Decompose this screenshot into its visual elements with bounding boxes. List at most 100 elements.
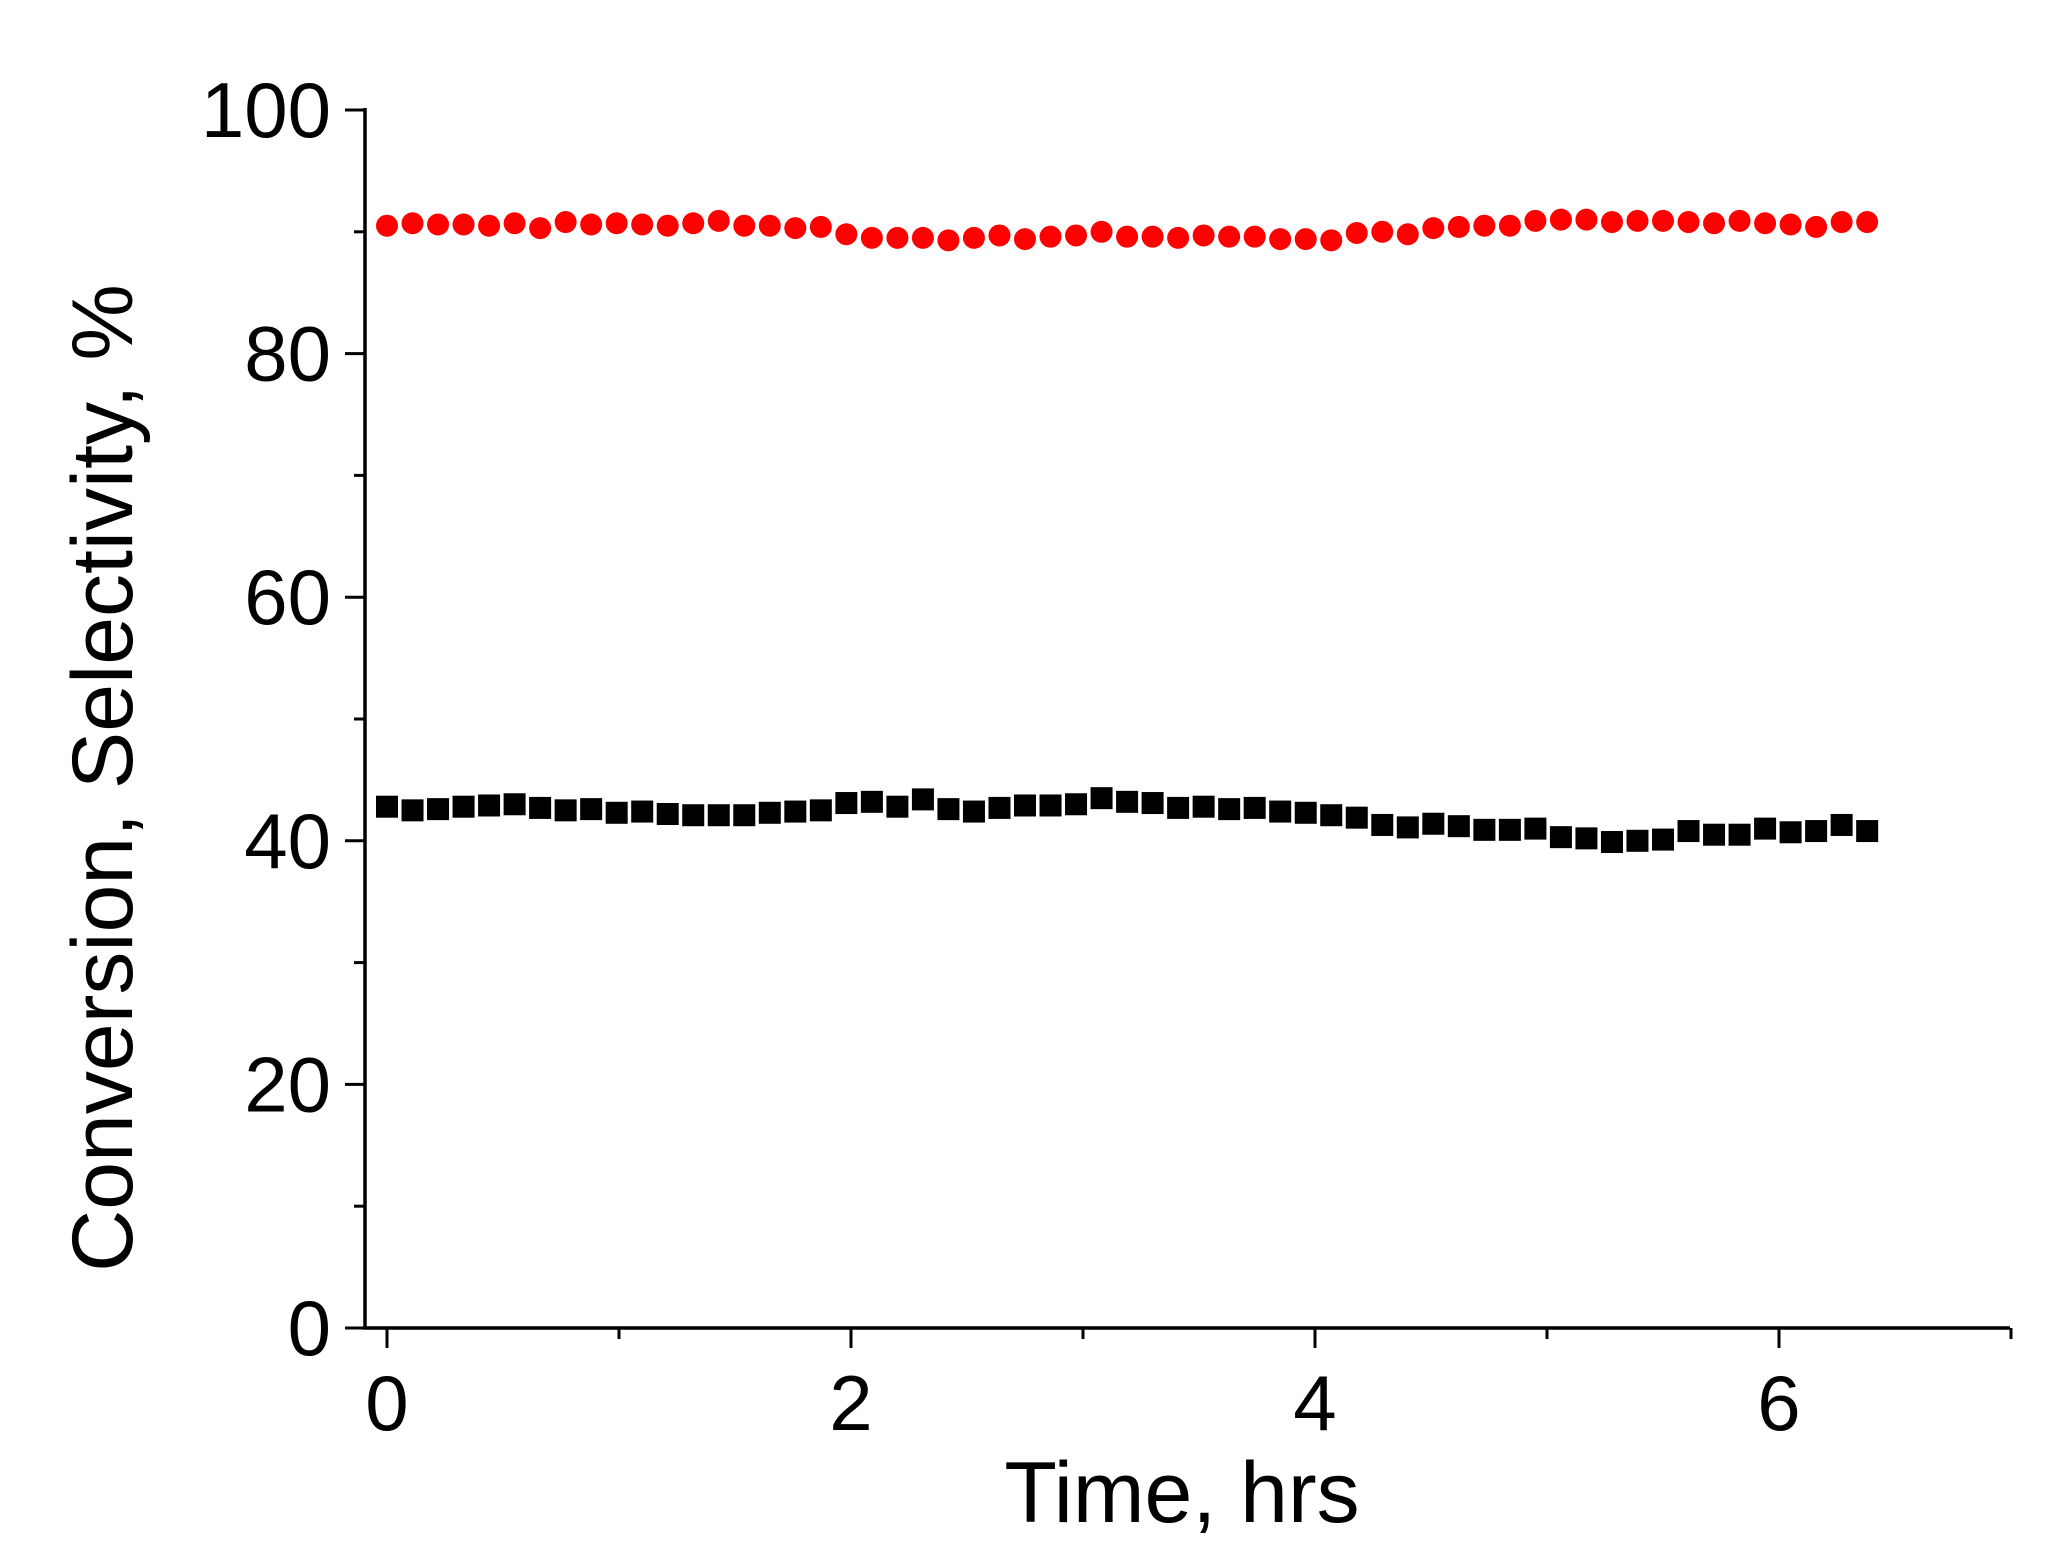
data-point bbox=[1269, 800, 1292, 823]
data-point bbox=[911, 788, 934, 811]
data-point bbox=[605, 801, 628, 824]
data-point bbox=[1218, 798, 1241, 821]
data-point bbox=[886, 226, 909, 249]
data-point bbox=[758, 801, 781, 824]
ticks bbox=[345, 108, 2013, 1348]
data-point bbox=[554, 799, 577, 822]
data-point bbox=[835, 223, 858, 246]
x-tick-label: 2 bbox=[829, 1359, 872, 1447]
y-tick-label: 40 bbox=[244, 797, 331, 885]
data-point bbox=[733, 214, 756, 237]
data-point bbox=[478, 214, 501, 237]
data-point bbox=[1856, 211, 1879, 234]
data-point bbox=[1779, 821, 1802, 844]
data-point bbox=[682, 804, 705, 827]
data-point bbox=[809, 215, 832, 238]
data-point bbox=[656, 214, 679, 237]
data-point bbox=[937, 229, 960, 252]
data-point bbox=[1754, 817, 1777, 840]
data-point bbox=[1014, 228, 1036, 251]
data-point bbox=[1422, 217, 1445, 240]
data-point bbox=[1141, 225, 1164, 248]
axes bbox=[363, 108, 2010, 1330]
data-point bbox=[503, 212, 526, 235]
y-tick-label: 60 bbox=[244, 553, 331, 641]
data-point bbox=[1524, 209, 1547, 232]
data-point bbox=[1065, 793, 1088, 816]
data-point bbox=[1243, 796, 1266, 819]
data-point bbox=[1447, 215, 1470, 238]
data-point bbox=[1677, 820, 1700, 843]
data-point bbox=[1728, 823, 1751, 846]
data-point bbox=[1830, 211, 1853, 234]
data-point bbox=[886, 795, 909, 818]
data-point bbox=[733, 804, 756, 827]
tick-labels: 0 20 40 60 80 100 0 2 4 6 bbox=[201, 66, 1801, 1447]
data-point bbox=[1447, 815, 1470, 838]
data-point bbox=[427, 798, 450, 821]
data-point bbox=[1396, 816, 1419, 839]
data-point bbox=[401, 212, 424, 235]
data-point bbox=[1728, 209, 1751, 232]
y-tick-label: 20 bbox=[244, 1040, 331, 1128]
data-point bbox=[1320, 229, 1343, 252]
data-point bbox=[1294, 801, 1317, 824]
y-tick-label: 80 bbox=[244, 310, 331, 398]
y-tick-label: 100 bbox=[201, 66, 331, 154]
data-point bbox=[605, 212, 628, 235]
data-point bbox=[1805, 215, 1828, 238]
data-point bbox=[1575, 208, 1598, 231]
data-point bbox=[376, 795, 398, 818]
data-point bbox=[631, 213, 654, 236]
data-point bbox=[1754, 212, 1777, 235]
data-point bbox=[1039, 794, 1062, 817]
data-point bbox=[1014, 794, 1036, 817]
data-point bbox=[835, 792, 858, 815]
data-point bbox=[707, 804, 730, 827]
data-point bbox=[1856, 820, 1879, 843]
data-point bbox=[1218, 225, 1241, 248]
data-point bbox=[1524, 817, 1547, 840]
x-tick-label: 0 bbox=[365, 1359, 408, 1447]
data-point bbox=[758, 214, 781, 237]
data-point bbox=[1294, 228, 1317, 251]
data-point bbox=[1652, 209, 1674, 232]
data-point bbox=[1090, 787, 1113, 810]
data-point bbox=[682, 212, 705, 235]
data-point bbox=[1167, 226, 1190, 249]
data-point bbox=[1065, 224, 1088, 247]
data-point bbox=[1677, 211, 1700, 234]
data-point bbox=[1039, 225, 1062, 248]
data-point bbox=[1167, 796, 1190, 819]
data-point bbox=[529, 217, 552, 240]
data-point bbox=[962, 226, 985, 249]
data-point bbox=[911, 226, 934, 249]
data-point bbox=[1371, 220, 1394, 243]
series-2 bbox=[376, 787, 1879, 854]
data-point bbox=[1626, 209, 1649, 232]
data-point bbox=[937, 798, 960, 821]
data-point bbox=[478, 794, 501, 817]
data-point bbox=[1090, 220, 1113, 243]
data-point bbox=[1141, 792, 1164, 815]
data-point bbox=[860, 790, 883, 813]
data-point bbox=[503, 793, 526, 816]
data-point bbox=[784, 800, 807, 823]
data-point bbox=[1600, 211, 1623, 234]
data-point bbox=[1396, 223, 1419, 246]
x-axis-title: Time, hrs bbox=[1004, 1445, 1359, 1541]
data-point bbox=[1703, 212, 1726, 235]
x-tick-label: 6 bbox=[1757, 1359, 1800, 1447]
data-point bbox=[1626, 829, 1649, 852]
data-point bbox=[376, 214, 398, 237]
series-1 bbox=[376, 208, 1879, 252]
data-point bbox=[1498, 818, 1521, 841]
data-point bbox=[1116, 790, 1139, 813]
data-point bbox=[1549, 826, 1572, 849]
data-point bbox=[452, 795, 475, 818]
data-point bbox=[1600, 831, 1623, 854]
data-point bbox=[784, 217, 807, 240]
data-point bbox=[1473, 214, 1496, 237]
data-point bbox=[1192, 224, 1215, 247]
data-point bbox=[631, 800, 654, 823]
